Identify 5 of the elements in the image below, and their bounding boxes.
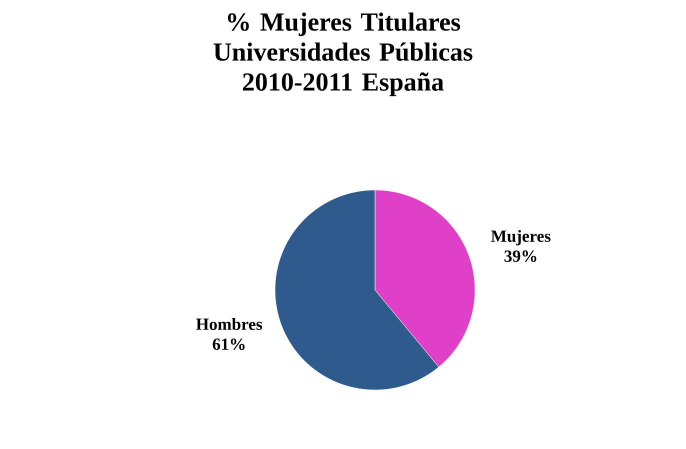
slice-label: Mujeres xyxy=(491,230,550,246)
data-label: 39% xyxy=(504,250,536,262)
slice-label: Hombres xyxy=(196,318,262,330)
data-label: 61% xyxy=(212,338,245,350)
chart-title: % Mujeres Titulares Universidades Públicas 2010-2011 España xyxy=(214,12,472,96)
